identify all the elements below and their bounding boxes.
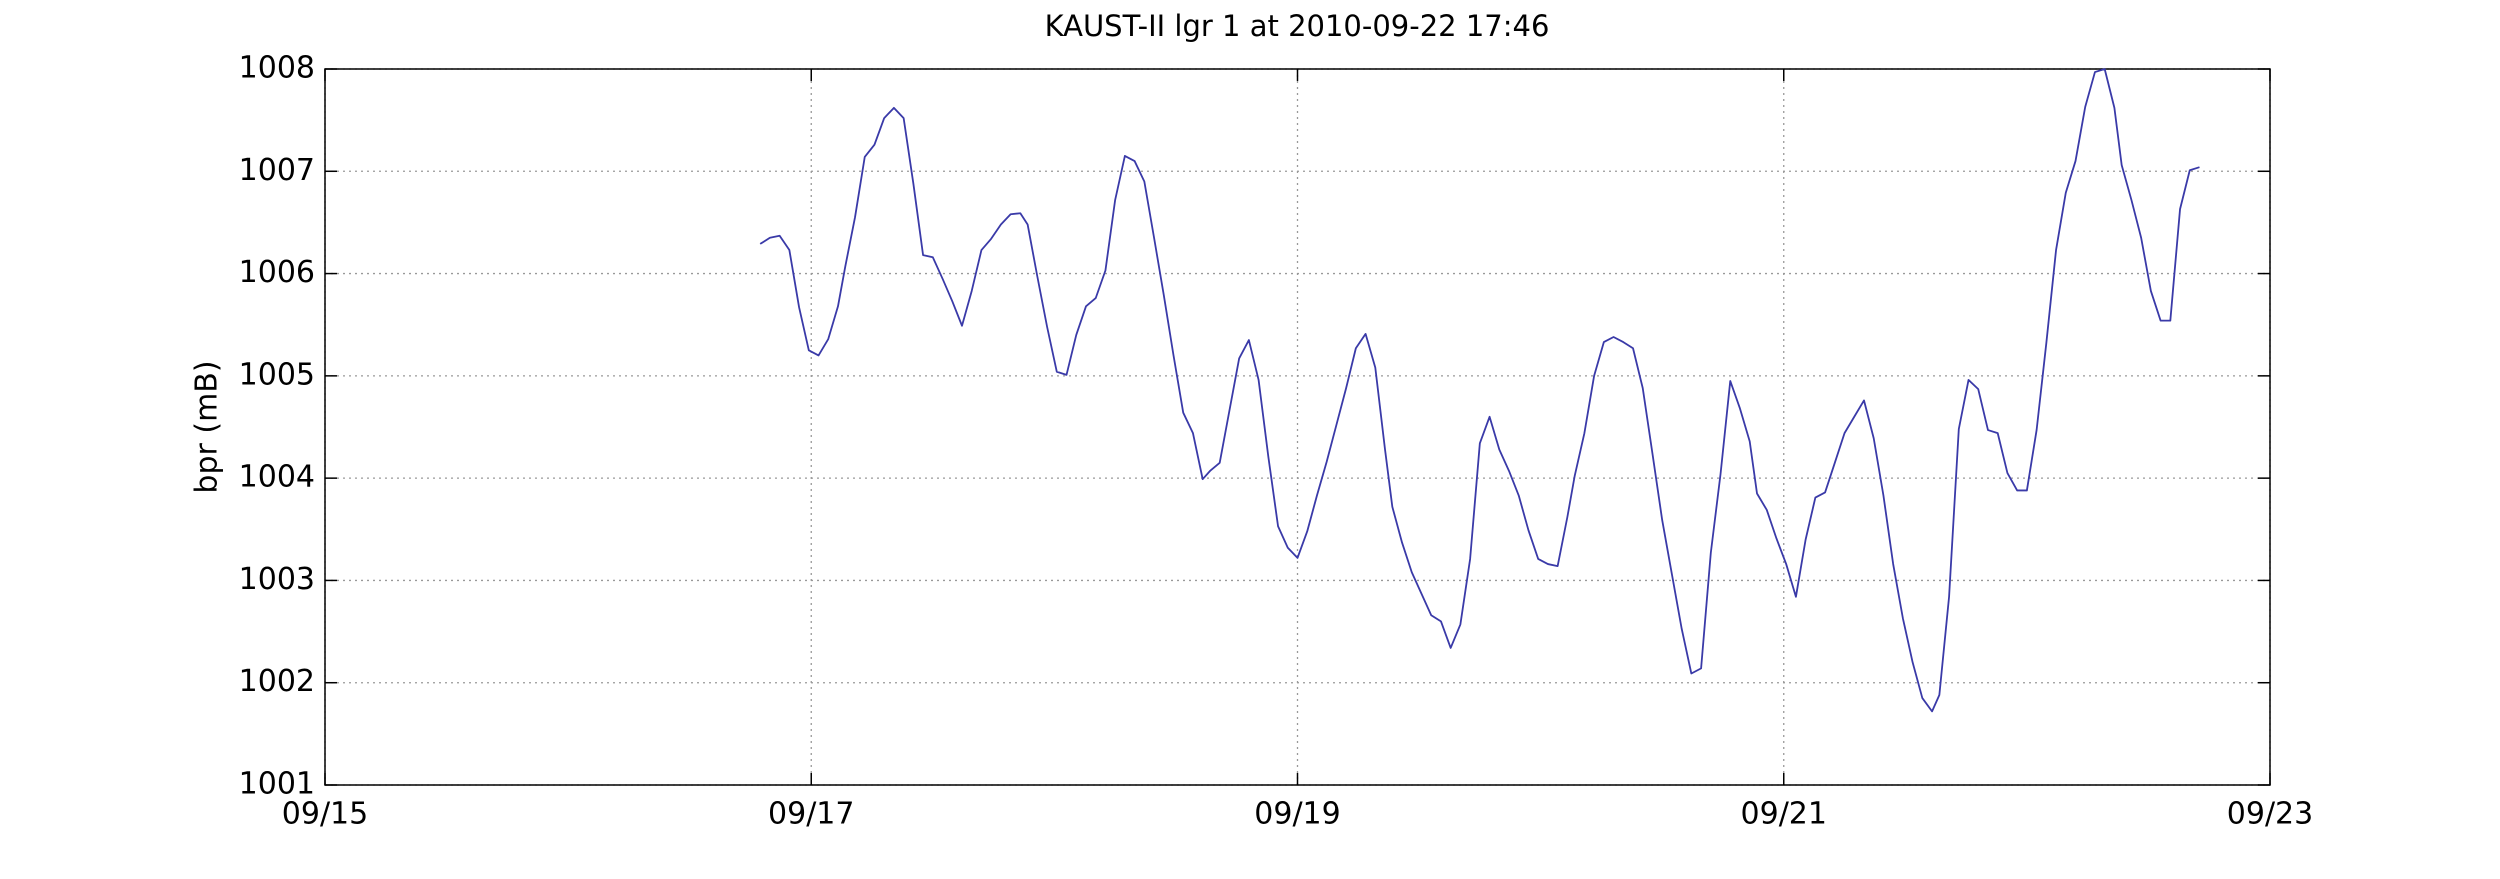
y-tick-label: 1003 [239, 562, 315, 597]
y-tick-label: 1006 [239, 255, 315, 290]
y-tick-label: 1007 [239, 153, 315, 188]
y-tick-label: 1008 [239, 51, 315, 86]
x-tick-label: 09/17 [768, 797, 854, 832]
x-tick-label: 09/23 [2227, 797, 2313, 832]
y-tick-label: 1004 [239, 460, 315, 495]
x-tick-label: 09/19 [1254, 797, 1340, 832]
y-tick-label: 1001 [239, 767, 315, 802]
x-tick-label: 09/15 [282, 797, 368, 832]
data-line [759, 68, 2200, 713]
chart-title: KAUST-II lgr 1 at 2010-09-22 17:46 [1045, 9, 1550, 43]
y-axis-label: bpr (mB) [190, 360, 225, 493]
plot-frame [324, 68, 2271, 786]
y-tick-label: 1002 [239, 664, 315, 699]
y-tick-label: 1005 [239, 357, 315, 392]
x-tick-label: 09/21 [1741, 797, 1827, 832]
